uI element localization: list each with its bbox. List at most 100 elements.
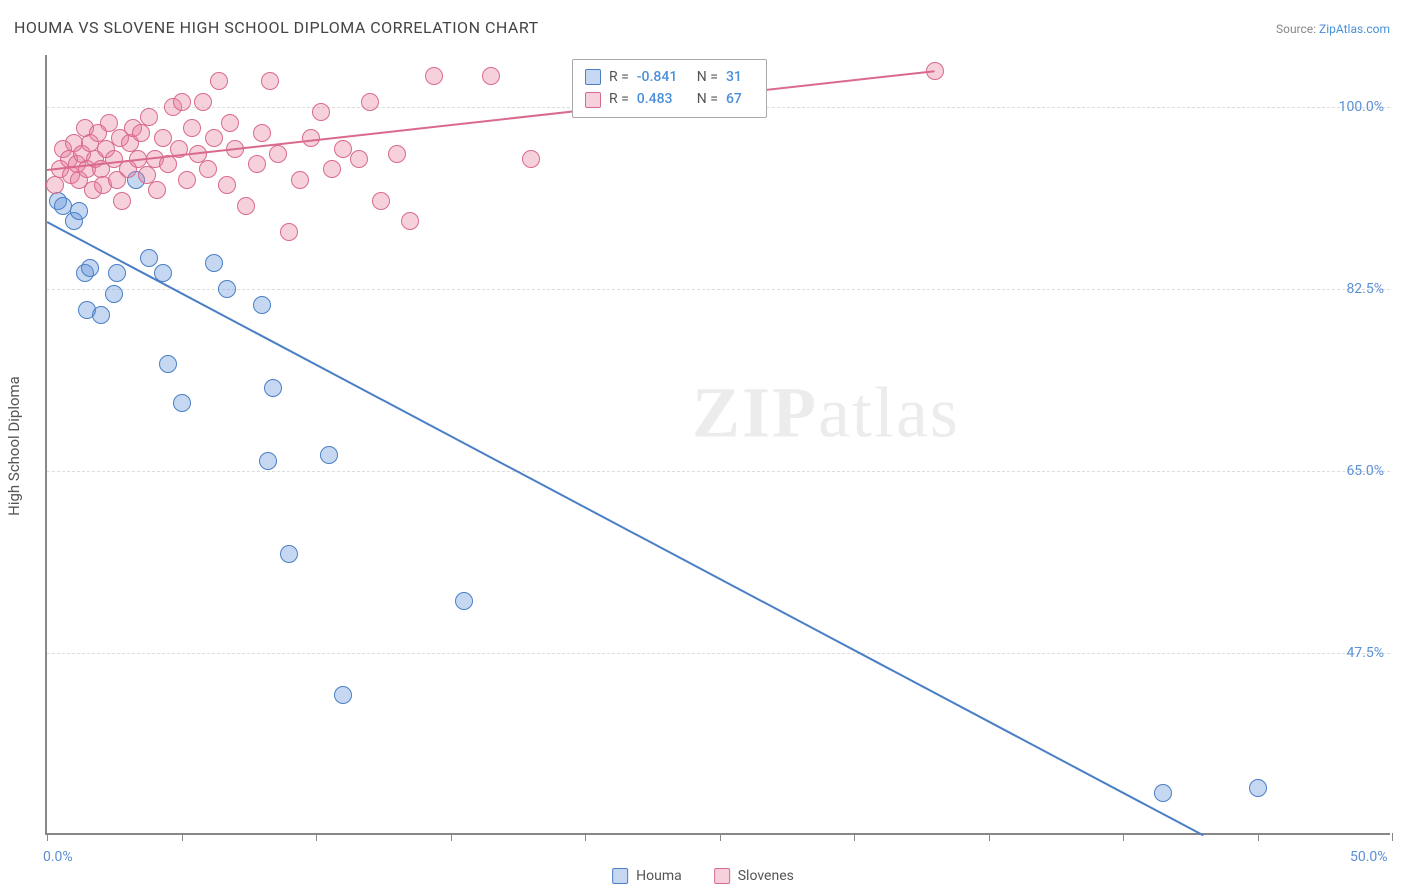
watermark-zip: ZIP (692, 372, 818, 452)
legend-row: R = -0.841 N = 31 (585, 66, 754, 88)
legend-swatch (585, 92, 601, 108)
data-point (218, 176, 236, 194)
y-tick-label: 65.0% (1346, 463, 1384, 479)
data-point (199, 160, 217, 178)
data-point (154, 129, 172, 147)
data-point (113, 192, 131, 210)
x-tick (1258, 833, 1259, 841)
y-tick-label: 100.0% (1339, 99, 1384, 115)
legend-r-value: 0.483 (637, 88, 689, 110)
data-point (264, 379, 282, 397)
data-point (425, 67, 443, 85)
trend-line (47, 222, 1205, 837)
data-point (482, 67, 500, 85)
legend-item: Slovenes (714, 868, 794, 884)
legend-r-value: -0.841 (637, 66, 689, 88)
x-tick-label: 0.0% (43, 849, 73, 865)
legend-swatch (612, 868, 628, 884)
x-tick (585, 833, 586, 841)
data-point (261, 72, 279, 90)
data-point (269, 145, 287, 163)
data-point (46, 176, 64, 194)
gridline (47, 471, 1390, 472)
data-point (401, 212, 419, 230)
data-point (205, 254, 223, 272)
stats-legend: R = -0.841 N = 31 R = 0.483 N = 67 (572, 59, 767, 118)
data-point (148, 181, 166, 199)
data-point (248, 155, 266, 173)
gridline (47, 653, 1390, 654)
data-point (1154, 784, 1172, 802)
legend-n-value: 31 (726, 66, 754, 88)
data-point (334, 140, 352, 158)
plot-area: ZIPatlas 47.5%65.0%82.5%100.0%0.0%50.0%R… (45, 55, 1390, 835)
data-point (350, 150, 368, 168)
legend-r-label: R = (609, 66, 629, 88)
legend-n-label: N = (697, 66, 718, 88)
y-tick-label: 47.5% (1346, 645, 1384, 661)
data-point (205, 129, 223, 147)
x-tick (316, 833, 317, 841)
data-point (159, 355, 177, 373)
gridline (47, 289, 1390, 290)
legend-item: Houma (612, 868, 682, 884)
data-point (372, 192, 390, 210)
data-point (81, 259, 99, 277)
x-tick (720, 833, 721, 841)
legend-swatch (585, 69, 601, 85)
bottom-legend: Houma Slovenes (612, 868, 794, 884)
data-point (253, 296, 271, 314)
x-tick (451, 833, 452, 841)
data-point (455, 592, 473, 610)
legend-label: Houma (636, 868, 682, 884)
data-point (522, 150, 540, 168)
data-point (361, 93, 379, 111)
x-tick (989, 833, 990, 841)
legend-n-value: 67 (726, 88, 754, 110)
data-point (320, 446, 338, 464)
x-tick (854, 833, 855, 841)
data-point (140, 249, 158, 267)
data-point (280, 545, 298, 563)
data-point (70, 202, 88, 220)
watermark: ZIPatlas (692, 371, 960, 454)
y-tick-label: 82.5% (1346, 281, 1384, 297)
y-axis-label: High School Diploma (5, 376, 23, 516)
legend-label: Slovenes (738, 868, 794, 884)
data-point (210, 72, 228, 90)
source-link[interactable]: ZipAtlas.com (1319, 22, 1390, 36)
x-tick-label: 50.0% (1350, 849, 1388, 865)
data-point (221, 114, 239, 132)
x-tick (182, 833, 183, 841)
data-point (253, 124, 271, 142)
data-point (108, 264, 126, 282)
data-point (140, 108, 158, 126)
source-label: Source: (1276, 22, 1316, 36)
data-point (323, 160, 341, 178)
data-point (105, 285, 123, 303)
legend-n-label: N = (697, 88, 718, 110)
chart-title: HOUMA VS SLOVENE HIGH SCHOOL DIPLOMA COR… (14, 18, 539, 37)
data-point (173, 93, 191, 111)
data-point (388, 145, 406, 163)
source-attribution: Source: ZipAtlas.com (1276, 22, 1390, 36)
legend-row: R = 0.483 N = 67 (585, 88, 754, 110)
legend-swatch (714, 868, 730, 884)
x-tick (47, 833, 48, 841)
data-point (291, 171, 309, 189)
data-point (312, 103, 330, 121)
x-tick (1123, 833, 1124, 841)
data-point (280, 223, 298, 241)
data-point (173, 394, 191, 412)
data-point (132, 124, 150, 142)
legend-r-label: R = (609, 88, 629, 110)
data-point (334, 686, 352, 704)
data-point (92, 306, 110, 324)
data-point (1249, 779, 1267, 797)
data-point (218, 280, 236, 298)
data-point (237, 197, 255, 215)
data-point (178, 171, 196, 189)
data-point (183, 119, 201, 137)
x-tick (1392, 833, 1393, 841)
data-point (259, 452, 277, 470)
